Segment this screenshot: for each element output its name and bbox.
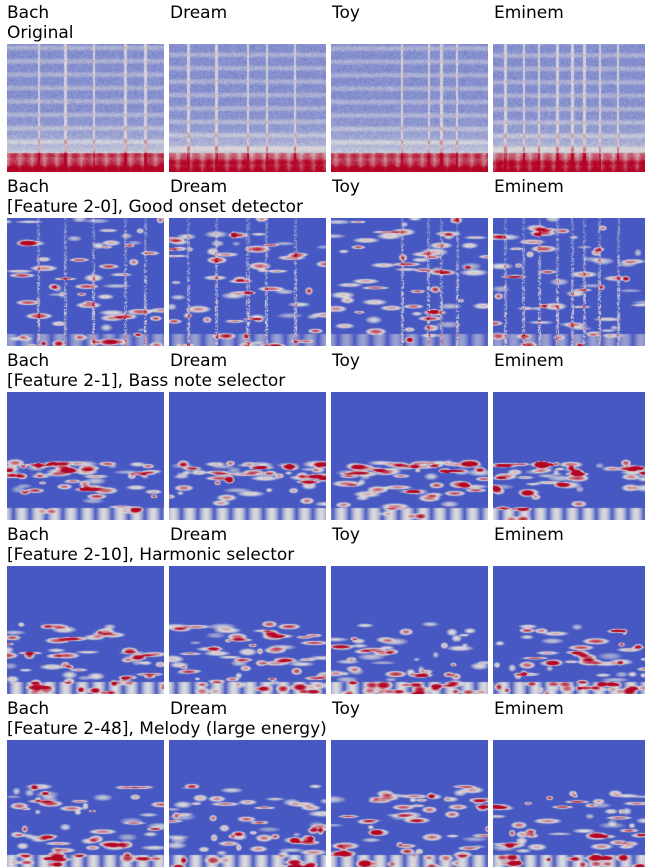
row-title-feature-2-10: [Feature 2-10], Harmonic selector (7, 545, 295, 565)
spectrogram-bach-feature-2-48 (7, 740, 164, 867)
column-title-dream: Dream (170, 3, 228, 23)
column-title-dream: Dream (170, 351, 228, 371)
spectrogram-dream-original (169, 44, 326, 172)
spectrogram-eminem-feature-2-0 (493, 218, 645, 346)
panel-row-feature-2-48: Bach Dream Toy Eminem [Feature 2-48], Me… (0, 696, 645, 867)
column-title-toy: Toy (332, 3, 360, 23)
spectrogram-toy-feature-2-10 (331, 566, 488, 694)
spectrogram-eminem-original (493, 44, 645, 172)
panel-row-original: Bach Dream Toy Eminem Original (0, 0, 645, 174)
spectrogram-dream-feature-2-48 (169, 740, 326, 867)
column-title-bach: Bach (7, 177, 50, 197)
column-title-toy: Toy (332, 525, 360, 545)
column-title-dream: Dream (170, 525, 228, 545)
column-title-eminem: Eminem (494, 3, 564, 23)
spectrogram-toy-feature-2-1 (331, 392, 488, 520)
column-title-eminem: Eminem (494, 177, 564, 197)
spectrogram-toy-feature-2-0 (331, 218, 488, 346)
column-title-bach: Bach (7, 3, 50, 23)
spectrogram-bach-feature-2-10 (7, 566, 164, 694)
spectrogram-toy-feature-2-48 (331, 740, 488, 867)
column-title-bach: Bach (7, 351, 50, 371)
column-title-eminem: Eminem (494, 699, 564, 719)
spectrogram-dream-feature-2-10 (169, 566, 326, 694)
column-title-toy: Toy (332, 699, 360, 719)
row-title-feature-2-48: [Feature 2-48], Melody (large energy) (7, 719, 327, 739)
spectrogram-eminem-feature-2-10 (493, 566, 645, 694)
row-title-original: Original (7, 23, 74, 43)
spectrogram-eminem-feature-2-48 (493, 740, 645, 867)
spectrogram-eminem-feature-2-1 (493, 392, 645, 520)
panel-row-feature-2-0: Bach Dream Toy Eminem [Feature 2-0], Goo… (0, 174, 645, 348)
panel-row-feature-2-10: Bach Dream Toy Eminem [Feature 2-10], Ha… (0, 522, 645, 696)
column-title-bach: Bach (7, 699, 50, 719)
column-title-toy: Toy (332, 351, 360, 371)
spectrogram-toy-original (331, 44, 488, 172)
row-title-feature-2-0: [Feature 2-0], Good onset detector (7, 197, 303, 217)
column-title-eminem: Eminem (494, 351, 564, 371)
column-title-dream: Dream (170, 699, 228, 719)
column-title-dream: Dream (170, 177, 228, 197)
spectrogram-bach-feature-2-0 (7, 218, 164, 346)
spectrogram-bach-feature-2-1 (7, 392, 164, 520)
spectrogram-bach-original (7, 44, 164, 172)
column-title-eminem: Eminem (494, 525, 564, 545)
row-title-feature-2-1: [Feature 2-1], Bass note selector (7, 371, 286, 391)
column-title-toy: Toy (332, 177, 360, 197)
panel-row-feature-2-1: Bach Dream Toy Eminem [Feature 2-1], Bas… (0, 348, 645, 522)
spectrogram-dream-feature-2-0 (169, 218, 326, 346)
spectrogram-dream-feature-2-1 (169, 392, 326, 520)
column-title-bach: Bach (7, 525, 50, 545)
